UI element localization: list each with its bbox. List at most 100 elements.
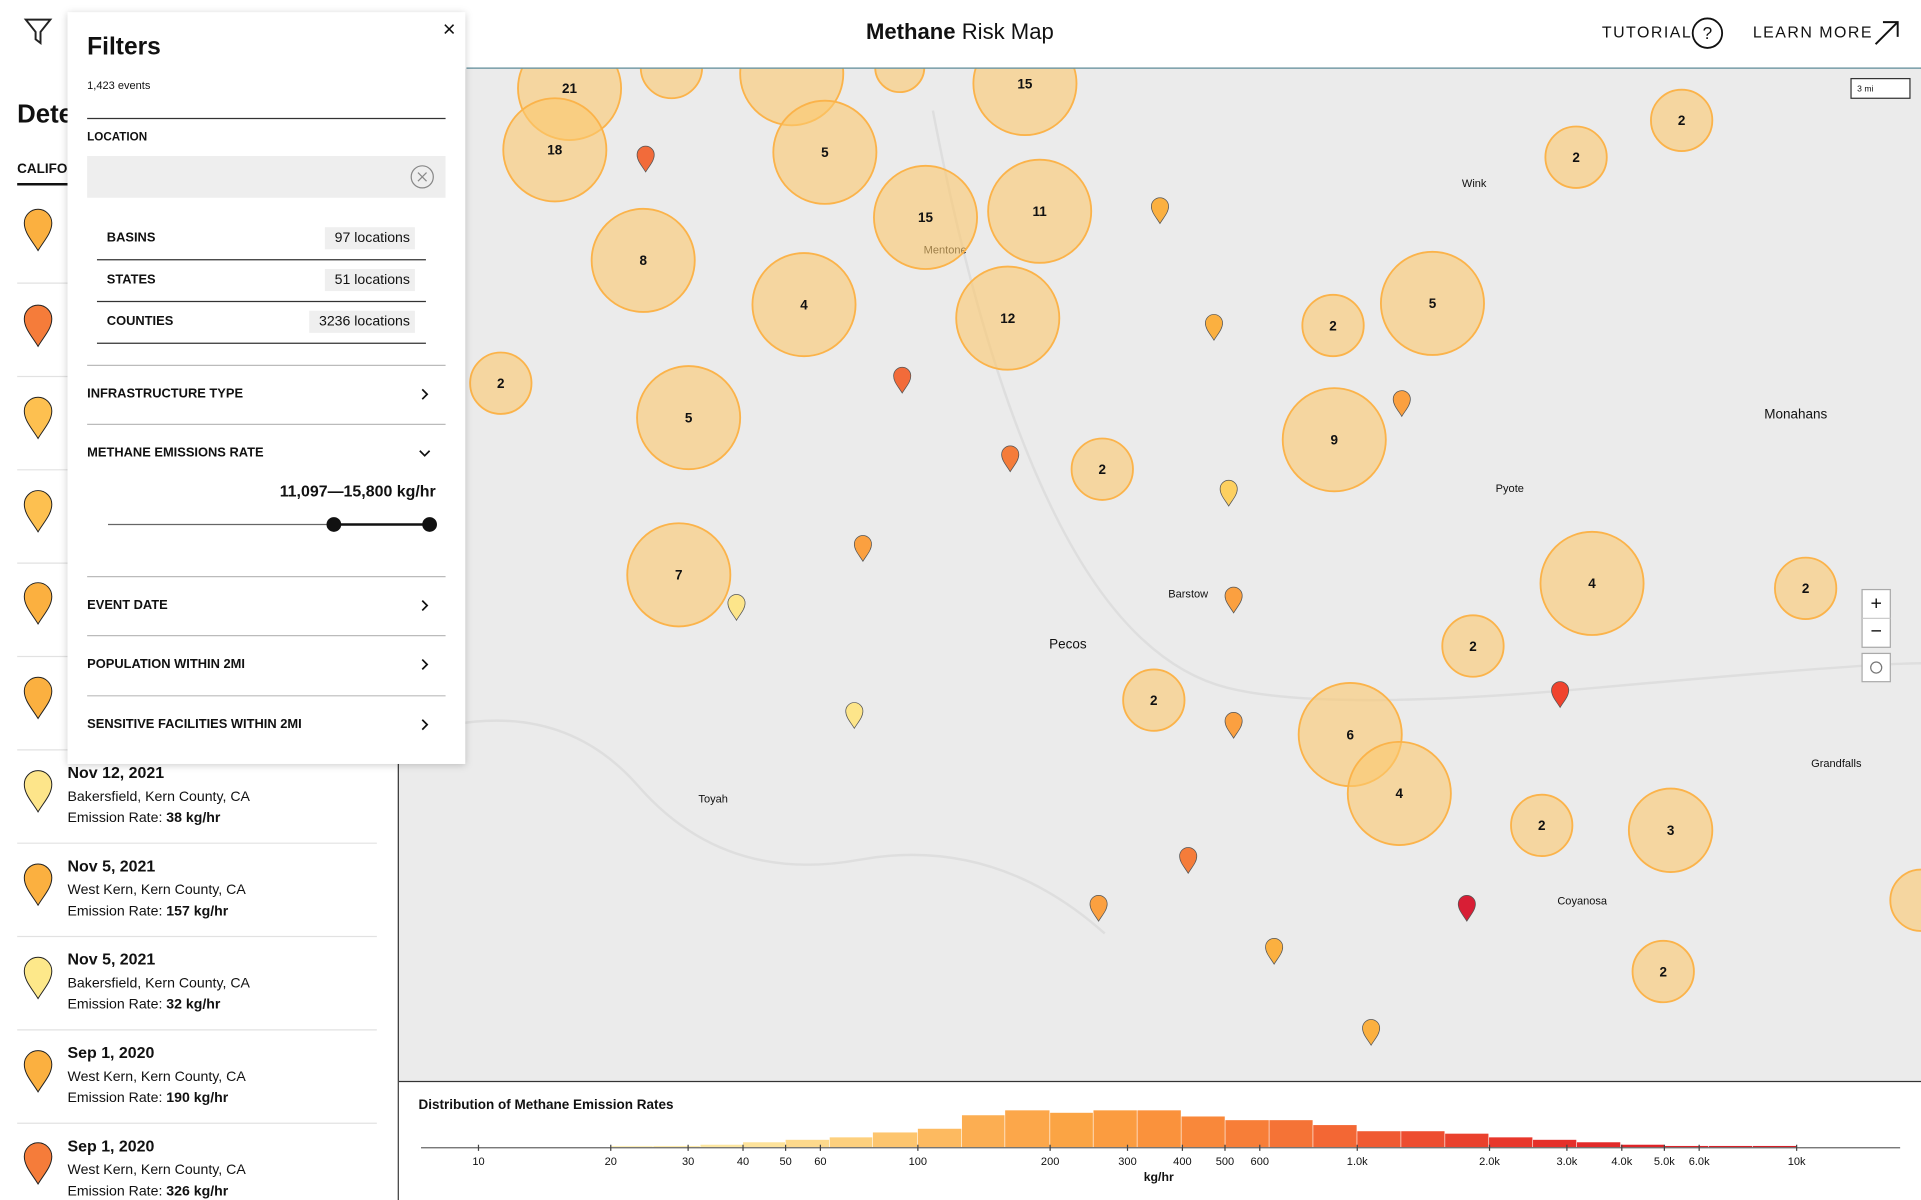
cluster-count: 2 [1802, 581, 1810, 596]
cluster[interactable] [469, 351, 533, 415]
event-rate: Emission Rate: 38 kg/hr [68, 809, 221, 825]
histogram-bar [1050, 1112, 1093, 1148]
cluster[interactable] [1281, 387, 1387, 493]
map-pin[interactable] [1224, 586, 1243, 614]
map-pin[interactable] [1265, 938, 1284, 965]
chevron [421, 388, 429, 400]
tutorial-link[interactable]: TUTORIAL [1602, 24, 1692, 41]
map-pin[interactable] [845, 702, 864, 730]
cluster[interactable] [1627, 787, 1714, 873]
cluster[interactable] [1379, 250, 1485, 356]
section-title[interactable]: INFRASTRUCTURE TYPE [87, 386, 243, 401]
cluster-count: 2 [497, 376, 505, 391]
cluster-count: 2 [1099, 462, 1107, 477]
cluster[interactable] [1441, 614, 1505, 678]
cluster[interactable] [636, 365, 742, 471]
locate-icon [1870, 661, 1883, 674]
histogram-bar [1664, 1145, 1709, 1148]
x-tick-label: 300 [1118, 1156, 1136, 1168]
learn-more-link[interactable]: LEARN MORE [1753, 24, 1873, 41]
cluster-count: 5 [685, 410, 693, 425]
x-tick-label: 5.0k [1654, 1156, 1675, 1168]
cluster[interactable] [502, 97, 608, 203]
cluster[interactable] [1122, 668, 1186, 732]
map-pin[interactable] [1224, 712, 1243, 739]
rate-value: 38 kg/hr [166, 809, 221, 825]
cluster[interactable] [1346, 740, 1452, 846]
map-river [931, 110, 1921, 702]
map-pin[interactable] [1151, 197, 1169, 225]
cluster-count: 2 [1538, 818, 1546, 833]
rate-label: Emission Rate: [68, 1182, 163, 1198]
cluster-count: 21 [562, 81, 578, 96]
zoom-in[interactable]: + [1870, 592, 1881, 614]
sidebar-tab[interactable]: CALIFO [17, 161, 67, 176]
cluster[interactable] [1510, 793, 1574, 858]
map-pin[interactable] [1089, 895, 1108, 922]
cluster[interactable] [1631, 939, 1695, 1004]
close-button[interactable]: × [443, 17, 456, 42]
zoom-out[interactable]: − [1870, 621, 1881, 643]
cluster[interactable] [772, 99, 878, 205]
map-pin[interactable] [727, 594, 746, 621]
map-pin[interactable] [893, 366, 912, 394]
section-title[interactable]: SENSITIVE FACILITIES WITHIN 2MI [87, 716, 302, 731]
filter-icon[interactable] [23, 18, 53, 45]
location-count: 97 locations [335, 229, 410, 245]
histogram-bar [785, 1139, 830, 1148]
histogram-bar [961, 1115, 1005, 1148]
locate-button[interactable] [1861, 652, 1891, 683]
histogram-bar [1137, 1110, 1181, 1148]
location-type: COUNTIES [107, 313, 174, 328]
cluster[interactable] [1650, 88, 1714, 152]
cluster[interactable] [751, 252, 857, 358]
chart-title: Distribution of Methane Emission Rates [419, 1097, 674, 1112]
event-pin [23, 1142, 53, 1185]
section-title[interactable]: METHANE EMISSIONS RATE [87, 445, 264, 460]
histogram-bar [1313, 1125, 1357, 1148]
cluster[interactable] [1301, 293, 1365, 358]
cluster[interactable] [1539, 530, 1645, 636]
map-pin[interactable] [636, 145, 655, 173]
map-pin[interactable] [1205, 314, 1223, 341]
map-layer: WinkMentoneMonahansPyoteBarstowPecosToya… [404, 32, 1921, 1046]
map-pin[interactable] [1457, 895, 1476, 922]
cluster[interactable] [590, 207, 696, 313]
event-pin [23, 208, 53, 252]
map-pin[interactable] [1551, 681, 1570, 709]
map-pin[interactable] [1001, 445, 1020, 473]
cluster[interactable] [972, 32, 1078, 137]
cluster[interactable] [873, 164, 978, 270]
x-tick-label: 500 [1216, 1156, 1234, 1168]
cluster[interactable] [1544, 125, 1608, 189]
map-pin[interactable] [1392, 390, 1411, 418]
slider-handle[interactable] [326, 517, 342, 532]
event-pin [23, 770, 53, 813]
histogram-bar [653, 1145, 700, 1148]
cluster[interactable] [1774, 556, 1838, 620]
clear-input[interactable] [410, 165, 434, 189]
map-pin[interactable] [1179, 847, 1198, 875]
map-pin[interactable] [853, 535, 872, 563]
location-input[interactable] [87, 155, 446, 198]
x-tick-label: 4.0k [1611, 1156, 1632, 1168]
cluster [874, 68, 926, 94]
histogram-bar [1752, 1145, 1797, 1148]
event-pin [23, 1050, 53, 1093]
cluster[interactable] [955, 265, 1061, 371]
event-location: West Kern, Kern County, CA [68, 881, 247, 897]
histogram-bar [1181, 1116, 1225, 1148]
map-pin[interactable] [1219, 479, 1238, 507]
cluster[interactable] [626, 522, 732, 628]
tutorial-icon[interactable] [1691, 17, 1724, 49]
map-pin[interactable] [1362, 1019, 1381, 1046]
event-pin [23, 956, 53, 1000]
rate-label: Emission Rate: [68, 902, 163, 918]
cluster-count: 7 [675, 568, 683, 583]
histogram-bar [829, 1137, 873, 1148]
cluster[interactable] [987, 158, 1093, 264]
slider-handle[interactable] [422, 517, 437, 532]
section-title[interactable]: POPULATION WITHIN 2MI [87, 656, 245, 671]
cluster[interactable] [1070, 437, 1134, 501]
section-title[interactable]: EVENT DATE [87, 597, 168, 612]
